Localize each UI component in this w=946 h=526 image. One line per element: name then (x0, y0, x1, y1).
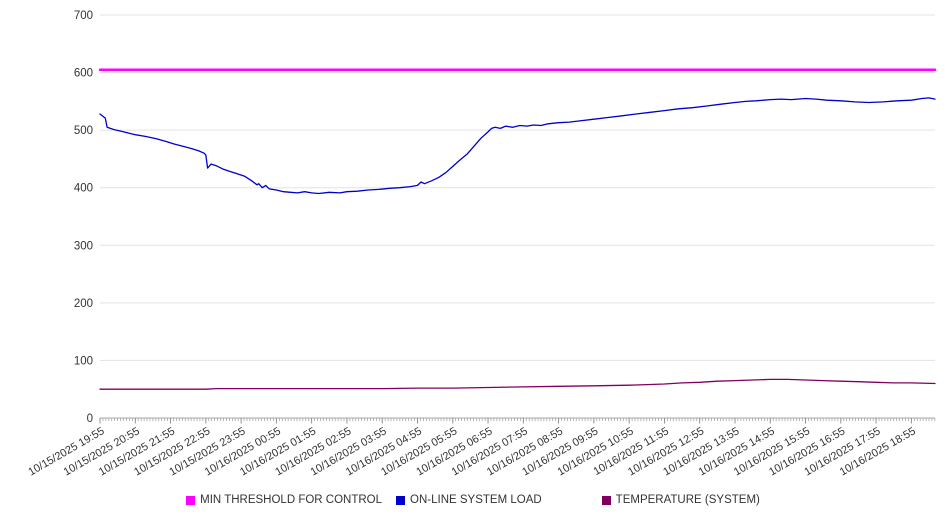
legend-item-on-line-system-load: ON-LINE SYSTEM LOAD (396, 494, 542, 506)
y-axis-label: 0 (87, 413, 93, 425)
legend-label: TEMPERATURE (SYSTEM) (615, 494, 760, 506)
y-axis-label: 100 (74, 355, 93, 367)
legend-swatch (396, 495, 406, 505)
legend-label: ON-LINE SYSTEM LOAD (410, 494, 542, 506)
legend-label: MIN THRESHOLD FOR CONTROL (200, 494, 383, 506)
y-axis-label: 600 (74, 68, 93, 80)
legend-swatch (186, 495, 196, 505)
y-axis-label: 500 (74, 125, 93, 137)
y-axis-label: 700 (74, 10, 93, 22)
legend-item-min-threshold-for-control: MIN THRESHOLD FOR CONTROL (186, 494, 382, 506)
y-axis-label: 200 (74, 298, 93, 310)
legend-swatch (601, 495, 611, 505)
series-line-on-line-system-load (99, 97, 936, 195)
chart-legend: MIN THRESHOLD FOR CONTROL ON-LINE SYSTEM … (0, 494, 946, 506)
legend-item-temperature-system: TEMPERATURE (SYSTEM) (601, 494, 760, 506)
y-axis-label: 400 (74, 183, 93, 195)
y-axis-label: 300 (74, 240, 93, 252)
series-line-temperature-system (99, 378, 936, 390)
